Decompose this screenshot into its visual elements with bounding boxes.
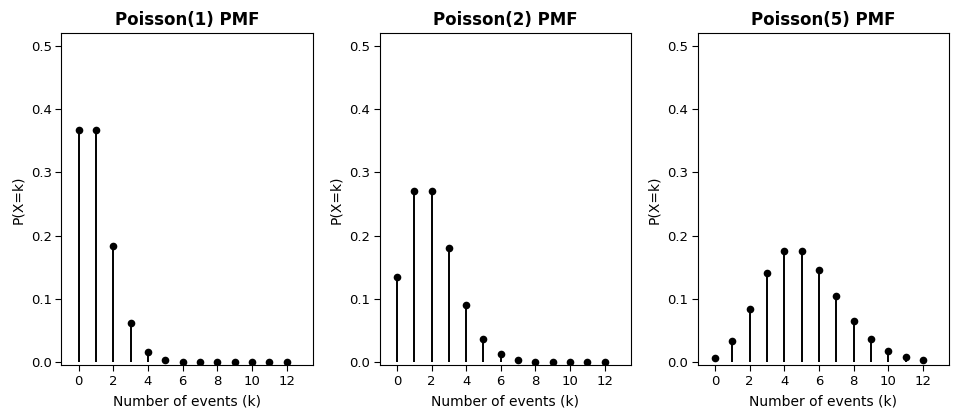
X-axis label: Number of events (k): Number of events (k)	[750, 395, 898, 409]
X-axis label: Number of events (k): Number of events (k)	[431, 395, 579, 409]
Title: Poisson(5) PMF: Poisson(5) PMF	[751, 11, 896, 29]
Y-axis label: P(X=k): P(X=k)	[329, 175, 344, 223]
Title: Poisson(2) PMF: Poisson(2) PMF	[433, 11, 578, 29]
Y-axis label: P(X=k): P(X=k)	[647, 175, 661, 223]
X-axis label: Number of events (k): Number of events (k)	[113, 395, 261, 409]
Y-axis label: P(X=k): P(X=k)	[12, 175, 25, 223]
Title: Poisson(1) PMF: Poisson(1) PMF	[115, 11, 259, 29]
